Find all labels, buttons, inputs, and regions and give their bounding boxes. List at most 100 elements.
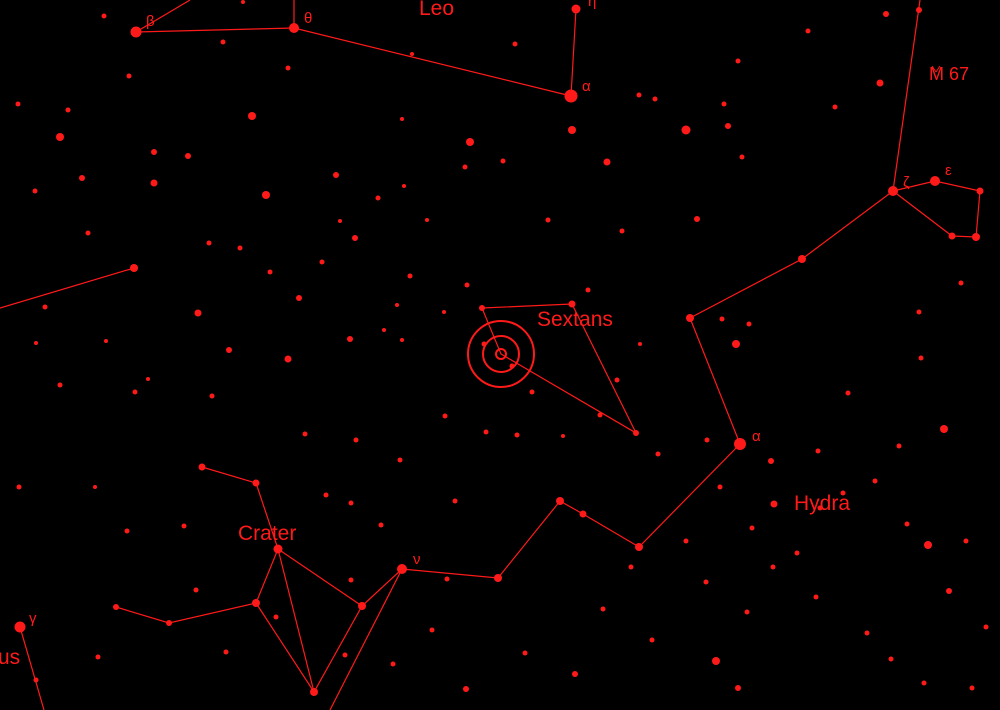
cluster-icon <box>931 65 941 73</box>
star <box>681 125 691 135</box>
star <box>284 355 292 363</box>
star <box>101 13 107 19</box>
star <box>462 164 468 170</box>
star <box>888 186 898 196</box>
star <box>946 588 952 594</box>
star <box>375 195 381 201</box>
star <box>464 282 470 288</box>
constellation-label-sextans: Sextans <box>537 308 613 331</box>
star <box>319 259 325 265</box>
star <box>65 107 71 113</box>
star <box>57 382 63 388</box>
star <box>34 341 38 345</box>
star <box>267 269 273 275</box>
star <box>704 437 710 443</box>
star <box>635 543 643 551</box>
star <box>124 528 130 534</box>
star <box>146 377 150 381</box>
star <box>15 101 21 107</box>
star <box>14 621 26 633</box>
star <box>840 490 846 496</box>
constellation-line-hydra-head-2 <box>892 0 921 192</box>
star-label-gamma: γ <box>29 610 37 627</box>
constellation-line-leo-4 <box>570 8 577 97</box>
star <box>815 448 821 454</box>
star <box>585 287 591 293</box>
star <box>832 104 838 110</box>
star <box>494 574 502 582</box>
star <box>603 158 611 166</box>
star <box>735 58 741 64</box>
star <box>429 627 435 633</box>
star <box>248 112 256 120</box>
star <box>252 599 260 607</box>
star <box>872 478 878 484</box>
star <box>390 661 396 667</box>
star <box>310 688 318 696</box>
star <box>948 232 956 240</box>
star <box>353 437 359 443</box>
star <box>712 657 720 665</box>
star <box>694 216 700 222</box>
star <box>845 390 851 396</box>
star <box>198 463 206 471</box>
star <box>425 218 429 222</box>
star <box>512 41 518 47</box>
star <box>79 175 85 181</box>
star <box>916 309 922 315</box>
star <box>407 273 413 279</box>
star <box>181 523 187 529</box>
star <box>113 604 119 610</box>
star <box>442 413 448 419</box>
star <box>813 594 819 600</box>
star <box>262 191 270 199</box>
star <box>568 300 576 308</box>
constellation-label-crater: Crater <box>238 522 296 545</box>
star <box>556 497 564 505</box>
star <box>571 4 581 14</box>
star <box>220 39 226 45</box>
constellation-line-leo-1 <box>135 27 572 97</box>
star <box>323 492 329 498</box>
star <box>33 677 39 683</box>
star <box>16 484 22 490</box>
star <box>904 521 910 527</box>
star <box>95 654 101 660</box>
star <box>252 479 260 487</box>
star <box>963 538 969 544</box>
star <box>130 26 142 38</box>
star <box>273 544 283 554</box>
target-ring-outer <box>467 320 535 388</box>
star <box>744 609 750 615</box>
star <box>397 457 403 463</box>
star <box>126 73 132 79</box>
star <box>185 153 191 159</box>
star <box>226 347 232 353</box>
star <box>628 564 634 570</box>
star <box>983 624 989 630</box>
star <box>206 240 212 246</box>
star <box>56 133 64 141</box>
constellation-line-crater-2 <box>255 602 315 693</box>
star <box>358 602 366 610</box>
star-label-epsilon-hya: ε <box>945 162 952 179</box>
star <box>194 309 202 317</box>
star <box>770 500 778 508</box>
star <box>209 393 215 399</box>
constellation-label-partial: us <box>0 646 20 669</box>
star <box>150 179 158 187</box>
star <box>888 656 894 662</box>
star <box>400 338 404 342</box>
star <box>883 11 889 17</box>
target-ring-inner <box>495 348 507 360</box>
target-marker[interactable] <box>467 320 535 388</box>
star <box>342 652 348 658</box>
star <box>529 389 535 395</box>
star <box>130 264 138 272</box>
star <box>717 484 723 490</box>
star <box>734 438 746 450</box>
constellation-line-hydra-2 <box>329 568 403 710</box>
star <box>896 443 902 449</box>
star <box>703 579 709 585</box>
